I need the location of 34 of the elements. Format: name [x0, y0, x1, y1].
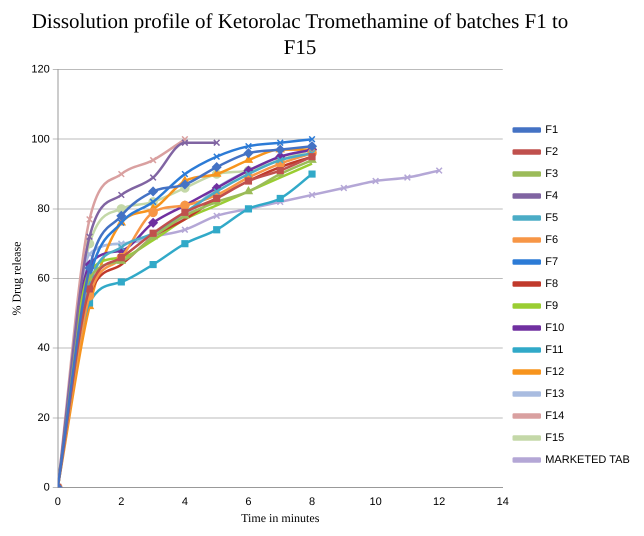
y-tick-label: 0 [44, 481, 50, 494]
x-tick-label: 12 [433, 496, 446, 508]
legend-label: F14 [545, 410, 564, 422]
legend-label: F1 [545, 124, 558, 136]
y-tick-label: 20 [38, 412, 50, 424]
x-tick-label: 0 [54, 496, 61, 508]
y-tick-label: 120 [31, 64, 50, 76]
legend-label: F13 [545, 388, 564, 400]
legend-label: F11 [545, 344, 564, 356]
legend-label: F5 [545, 212, 558, 224]
y-tick-label: 60 [38, 272, 50, 285]
x-axis-title: Time in minutes [241, 510, 320, 525]
y-axis-title: % Drug release [9, 242, 24, 316]
legend-label: F6 [545, 234, 558, 246]
y-tick-label: 40 [38, 342, 50, 354]
legend-label: F15 [545, 432, 564, 444]
y-tick-label: 100 [31, 133, 50, 146]
x-tick-label: 6 [245, 496, 252, 508]
x-tick-label: 14 [496, 496, 509, 508]
legend-label: F9 [545, 300, 558, 312]
x-tick-label: 10 [369, 496, 382, 508]
legend-label: F2 [545, 146, 558, 158]
y-tick-label: 80 [38, 202, 50, 215]
legend-label: F3 [545, 168, 558, 180]
legend-label: F10 [545, 322, 564, 334]
legend-label: F7 [545, 256, 558, 268]
x-tick-label: 4 [182, 496, 188, 508]
legend-label: F12 [545, 366, 564, 378]
chart-title: Dissolution profile of Ketorolac Tromethamine of batches F1 to F15 [30, 8, 570, 60]
legend-label: F4 [545, 190, 558, 202]
legend-label: F8 [545, 278, 558, 290]
legend-label: MARKETED TAB [545, 454, 630, 466]
x-tick-label: 8 [308, 496, 316, 508]
x-tick-label: 2 [118, 496, 124, 508]
